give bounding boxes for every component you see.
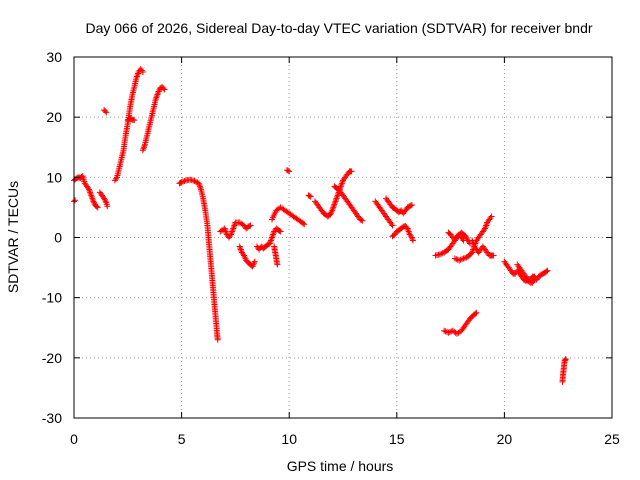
y-tick-label: -30 <box>42 410 62 426</box>
data-point <box>286 168 293 175</box>
data-point <box>140 144 147 151</box>
x-tick-label: 15 <box>389 431 405 447</box>
x-tick-label: 20 <box>497 431 513 447</box>
data-point <box>457 256 464 263</box>
data-point <box>472 310 479 317</box>
data-point <box>247 222 254 229</box>
data-point <box>544 267 551 274</box>
x-axis-label: GPS time / hours <box>287 458 394 474</box>
data-point <box>307 193 314 200</box>
x-tick-label: 5 <box>178 431 186 447</box>
data-point <box>104 203 111 210</box>
y-tick-label: -10 <box>42 290 62 306</box>
data-point <box>473 309 480 316</box>
data-point <box>445 329 452 336</box>
y-tick-label: 30 <box>46 49 62 65</box>
axis-ticks: 0 5 10 15 20 25 -30 -20 -10 0 10 20 30 <box>42 49 620 447</box>
data-point <box>456 257 463 264</box>
data-point <box>178 179 185 186</box>
x-tick-label: 10 <box>281 431 297 447</box>
data-point <box>451 237 458 244</box>
data-point <box>177 179 184 186</box>
y-tick-label: 20 <box>46 109 62 125</box>
data-point <box>285 167 292 174</box>
data-point <box>246 223 253 230</box>
data-point <box>461 254 468 261</box>
data-point <box>451 255 458 262</box>
data-point <box>276 227 283 234</box>
data-point <box>348 168 355 175</box>
data-point <box>72 197 79 204</box>
y-axis-label: SDTVAR / TECUs <box>5 181 21 293</box>
data-point <box>180 178 187 185</box>
data-point <box>522 273 529 280</box>
chart-title: Day 066 of 2026, Sidereal Day-to-day VTE… <box>85 20 592 36</box>
data-point <box>274 261 281 268</box>
data-point <box>409 237 416 244</box>
data-point <box>531 276 538 283</box>
data-point <box>453 256 460 263</box>
data-point <box>359 217 366 224</box>
data-point <box>523 275 530 282</box>
y-tick-label: 0 <box>54 230 62 246</box>
y-tick-label: -20 <box>42 350 62 366</box>
data-point <box>277 228 284 235</box>
data-point <box>101 196 108 203</box>
data-point <box>452 236 459 243</box>
data-point <box>407 202 414 209</box>
data-point <box>459 256 466 263</box>
data-point <box>90 198 97 205</box>
data-point <box>456 328 463 335</box>
data-point <box>131 117 138 124</box>
data-point <box>94 204 101 211</box>
y-tick-label: 10 <box>46 169 62 185</box>
data-point <box>543 268 550 275</box>
data-point <box>214 336 221 343</box>
data-points <box>71 66 569 385</box>
data-point <box>436 251 443 258</box>
data-point <box>460 255 467 262</box>
data-point <box>490 252 497 259</box>
data-point <box>328 208 335 215</box>
data-point <box>139 69 146 76</box>
data-point <box>112 175 119 182</box>
data-point <box>306 192 313 199</box>
data-point <box>389 222 396 229</box>
data-point <box>102 108 109 115</box>
data-point <box>441 327 448 334</box>
data-point <box>562 356 569 363</box>
data-point <box>181 177 188 184</box>
data-point <box>488 213 495 220</box>
data-point <box>160 85 167 92</box>
data-point <box>327 211 334 218</box>
data-point <box>103 109 110 116</box>
data-point <box>460 237 467 244</box>
data-point <box>408 202 415 209</box>
data-point <box>462 233 469 240</box>
data-point <box>301 221 308 228</box>
data-point <box>102 198 109 205</box>
data-point <box>91 199 98 206</box>
grid-lines <box>74 57 612 418</box>
data-point <box>251 258 258 265</box>
data-point <box>239 221 246 228</box>
data-point <box>300 220 307 227</box>
data-point <box>438 250 445 257</box>
data-point <box>101 195 108 202</box>
x-tick-label: 0 <box>70 431 78 447</box>
x-tick-label: 25 <box>604 431 620 447</box>
data-point <box>463 234 470 241</box>
data-point <box>93 203 100 210</box>
data-point <box>562 356 569 363</box>
data-point <box>327 210 334 217</box>
data-point <box>358 217 365 224</box>
data-point <box>161 86 168 93</box>
data-point <box>442 328 449 335</box>
